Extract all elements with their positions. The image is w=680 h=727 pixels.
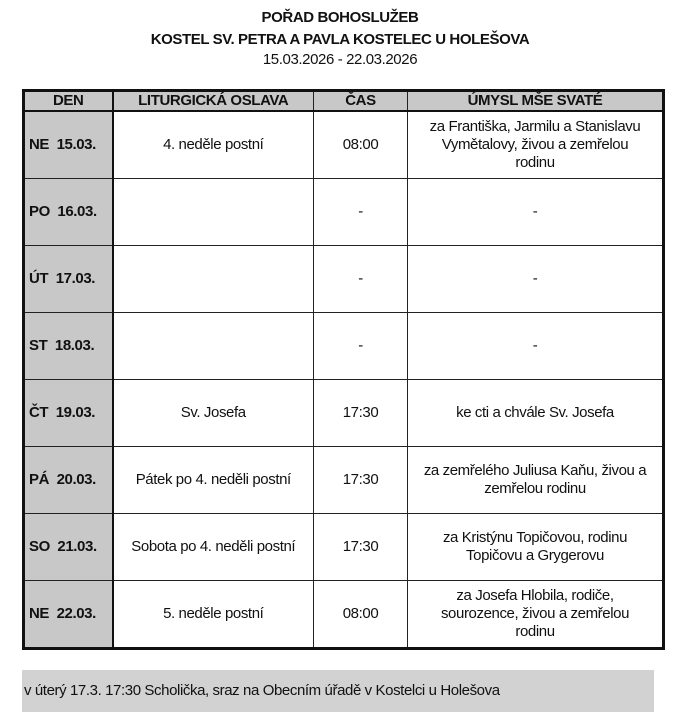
- intention-cell: ke cti a chvále Sv. Josefa: [407, 379, 664, 447]
- intention-cell: -: [407, 178, 664, 246]
- table-row: SO 21.03. Sobota po 4. neděli postní 17:30…: [23, 513, 664, 581]
- column-header-time: ČAS: [313, 90, 408, 112]
- celebration-cell: [112, 245, 314, 313]
- column-header-intention: ÚMYSL MŠE SVATÉ: [407, 90, 664, 112]
- intention-cell: za Josefa Hlobila, rodiče, sourozence, ž…: [407, 580, 664, 649]
- document-title: POŘAD BOHOSLUŽEB: [261, 9, 419, 26]
- time-cell: -: [313, 178, 408, 246]
- table-row: PÁ 20.03. Pátek po 4. neděli postní 17:30 z…: [23, 446, 664, 514]
- celebration-cell: Sv. Josefa: [112, 379, 314, 447]
- time-cell: 08:00: [313, 580, 408, 649]
- celebration-cell: 5. neděle postní: [112, 580, 314, 649]
- schedule-table: DEN LITURGICKÁ OSLAVA ČAS ÚMYSL MŠE SVAT…: [22, 89, 665, 650]
- day-cell: NE 22.03.: [23, 580, 114, 649]
- intention-cell: -: [407, 312, 664, 380]
- celebration-cell: [112, 178, 314, 246]
- time-cell: 17:30: [313, 513, 408, 581]
- table-row: ST 18.03. - -: [23, 312, 664, 380]
- date-range: 15.03.2026 - 22.03.2026: [262, 51, 418, 68]
- time-cell: 08:00: [313, 110, 408, 179]
- table-row: PO 16.03. - -: [23, 178, 664, 246]
- time-cell: -: [313, 245, 408, 313]
- table-row: ÚT 17.03. - -: [23, 245, 664, 313]
- church-name: KOSTEL SV. PETRA A PAVLA KOSTELEC U HOLE…: [150, 31, 530, 48]
- intention-cell: za Františka, Jarmilu a Stanislavu Vymět…: [407, 110, 664, 179]
- table-row: ČT 19.03. Sv. Josefa 17:30 ke cti a chvále …: [23, 379, 664, 447]
- celebration-cell: 4. neděle postní: [112, 110, 314, 179]
- celebration-cell: Pátek po 4. neděli postní: [112, 446, 314, 514]
- table-header-row: DEN LITURGICKÁ OSLAVA ČAS ÚMYSL MŠE SVAT…: [23, 90, 664, 112]
- table-row: NE 15.03. 4. neděle postní 08:00 za Františ…: [23, 110, 664, 179]
- column-header-day: DEN: [23, 90, 114, 112]
- announcement-note: v úterý 17.3. 17:30 Scholička, sraz na O…: [22, 670, 654, 712]
- time-cell: 17:30: [313, 446, 408, 514]
- day-cell: PO 16.03.: [23, 178, 114, 246]
- table-row: NE 22.03. 5. neděle postní 08:00 za Josefa …: [23, 580, 664, 649]
- time-cell: -: [313, 312, 408, 380]
- celebration-cell: Sobota po 4. neděli postní: [112, 513, 314, 581]
- day-cell: PÁ 20.03.: [23, 446, 114, 514]
- intention-cell: -: [407, 245, 664, 313]
- day-cell: SO 21.03.: [23, 513, 114, 581]
- celebration-cell: [112, 312, 314, 380]
- intention-cell: za Kristýnu Topičovou, rodinu Topičovu a…: [407, 513, 664, 581]
- time-cell: 17:30: [313, 379, 408, 447]
- day-cell: ČT 19.03.: [23, 379, 114, 447]
- day-cell: NE 15.03.: [23, 110, 114, 179]
- day-cell: ST 18.03.: [23, 312, 114, 380]
- intention-cell: za zemřelého Juliusa Kaňu, živou a zemře…: [407, 446, 664, 514]
- column-header-celebration: LITURGICKÁ OSLAVA: [112, 90, 314, 112]
- day-cell: ÚT 17.03.: [23, 245, 114, 313]
